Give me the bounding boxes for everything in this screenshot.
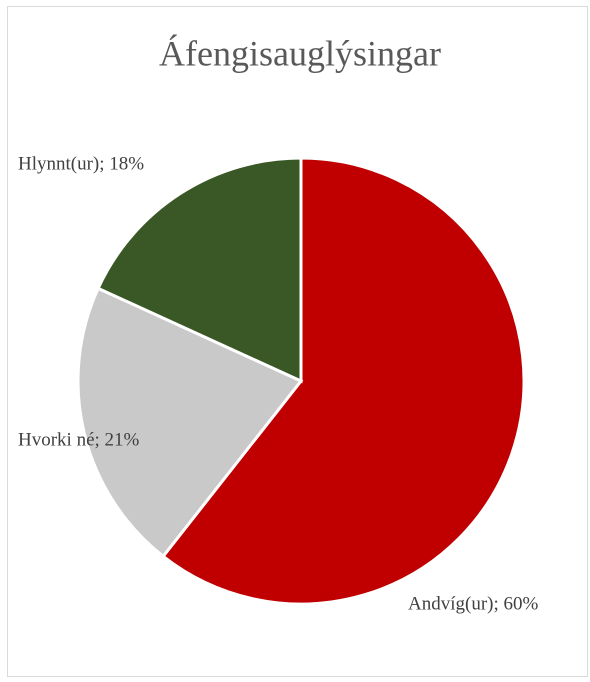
pie — [76, 156, 526, 606]
data-label: Hvorki né; 21% — [18, 429, 140, 450]
data-label: Andvíg(ur); 60% — [408, 593, 539, 614]
pie-slice — [96, 156, 303, 384]
chart-title: Áfengisauglýsingar — [159, 33, 441, 73]
data-label: Hlynnt(ur); 18% — [18, 153, 144, 174]
pie-slice — [161, 156, 526, 606]
pie-slice — [76, 286, 304, 559]
